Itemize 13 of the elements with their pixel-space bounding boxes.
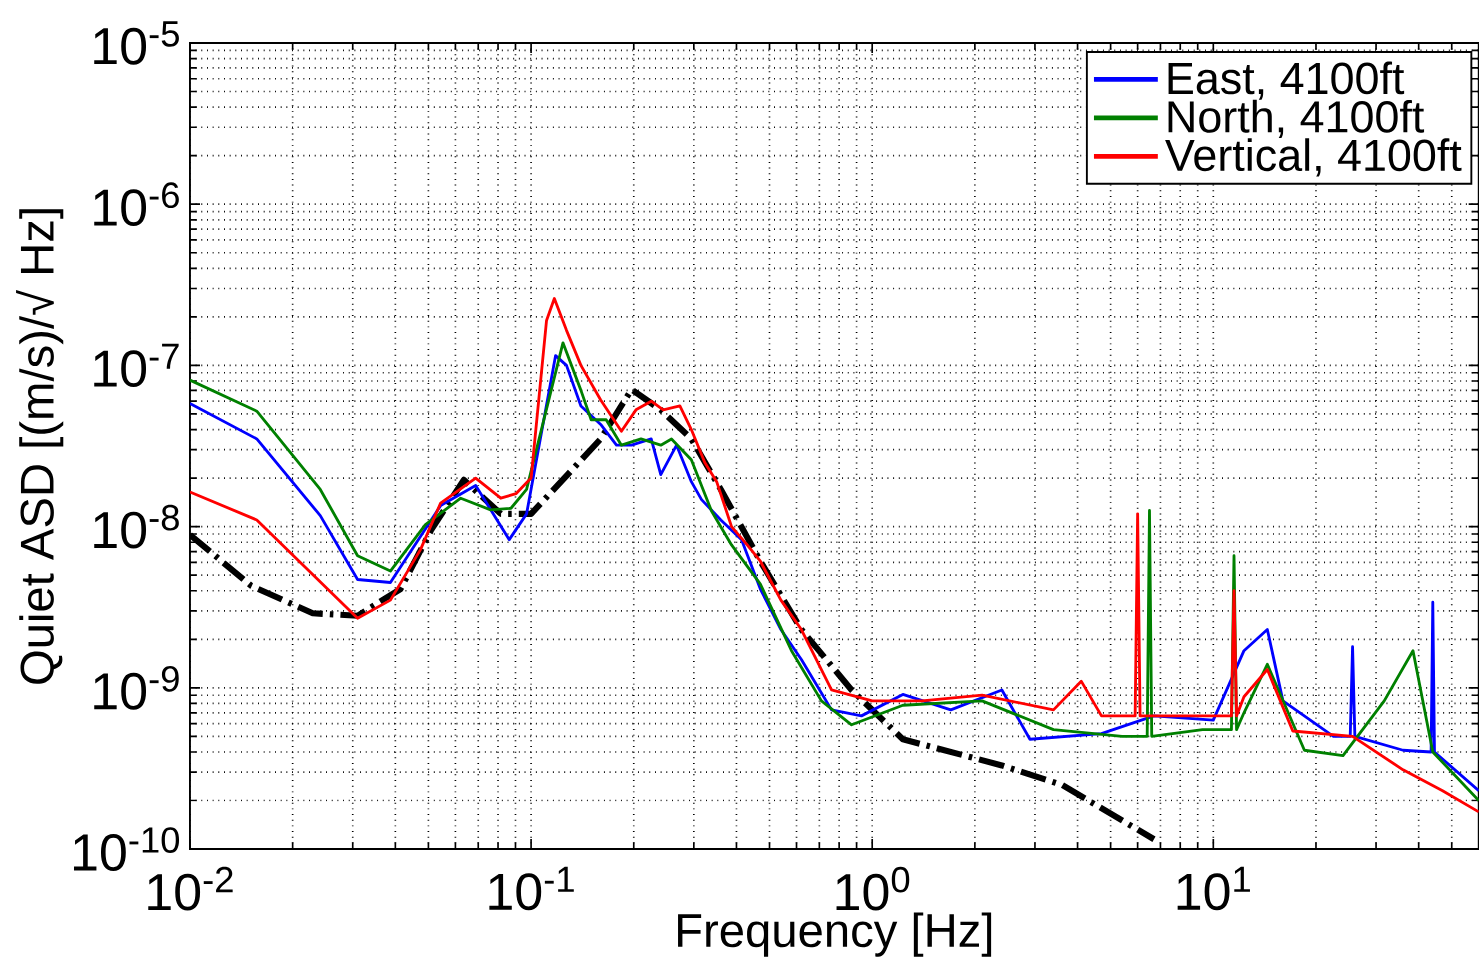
x-tick-label: 10$^{0}$	[836, 866, 910, 911]
y-tick-label: 10$^{-9}$	[94, 665, 179, 710]
x-tick-label: 10$^{-1}$	[489, 866, 574, 911]
y-axis-title: Quiet ASD [(m/s)/√ Hz]	[16, 209, 64, 684]
legend-label: North, 4100ft	[1168, 99, 1425, 139]
legend-label: Vertical, 4100ft	[1165, 138, 1462, 177]
x-axis-title: Frequency [Hz]	[678, 912, 992, 957]
legend-label: East, 4100ft	[1168, 61, 1405, 100]
x-tick-label: 10$^{1}$	[1177, 866, 1250, 911]
y-tick-label: 10$^{-6}$	[94, 182, 179, 227]
y-tick-label: 10$^{-7}$	[94, 343, 179, 388]
y-tick-label: 10$^{-5}$	[94, 21, 179, 65]
y-tick-label: 10$^{-8}$	[94, 504, 179, 549]
